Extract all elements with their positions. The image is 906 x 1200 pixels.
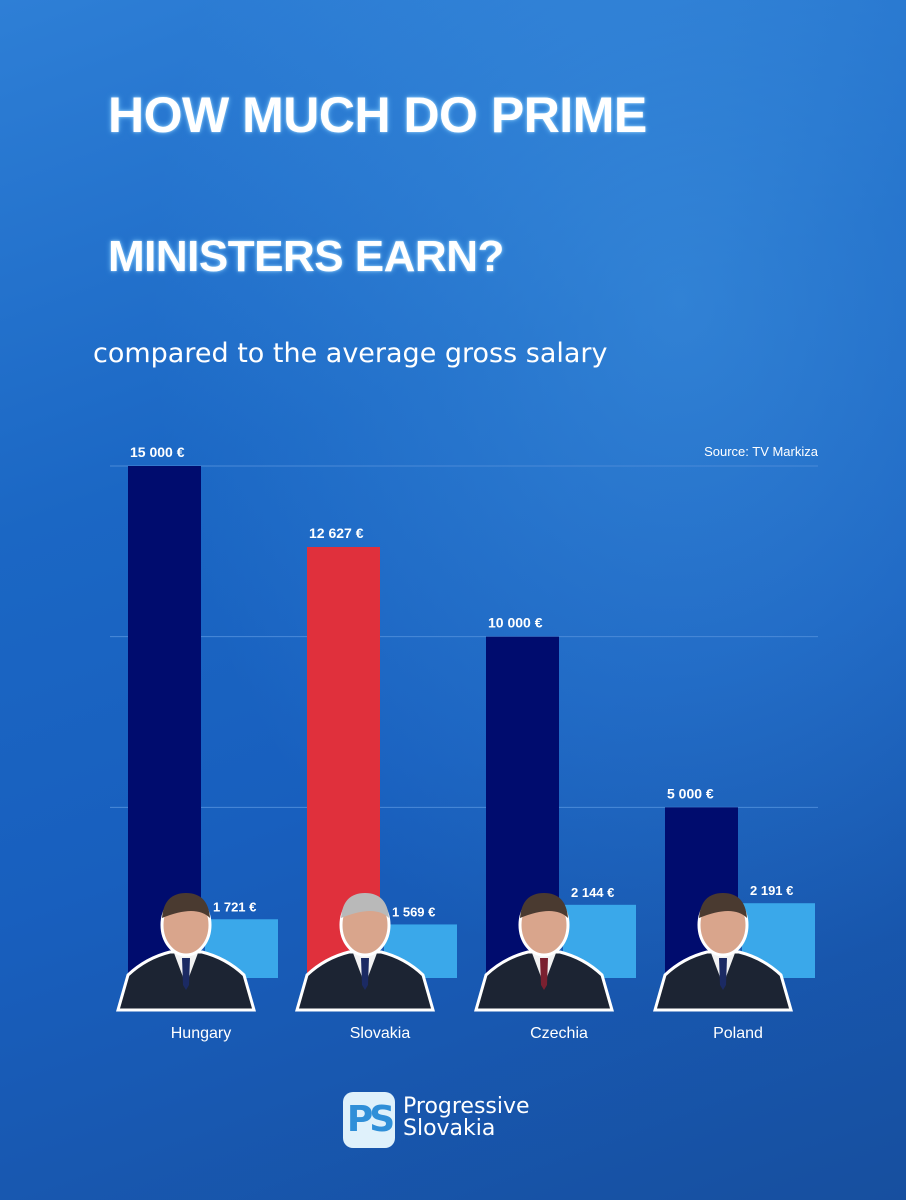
portrait-tie xyxy=(719,958,727,990)
average-salary-label: 1 569 € xyxy=(392,904,435,919)
gridlines xyxy=(110,465,818,808)
page-title-line-2: MINISTERS EARN? xyxy=(108,232,504,281)
portraits xyxy=(116,893,793,1012)
portrait-tie xyxy=(182,958,190,990)
pm-salary-label: 10 000 € xyxy=(488,615,543,631)
pm-salary-bar xyxy=(128,466,201,978)
pm-salary-label: 5 000 € xyxy=(667,785,714,801)
category-label: Czechia xyxy=(530,1025,588,1042)
labels: 15 000 € 1 721 € Hungary 12 627 € 1 569 € Slo… xyxy=(130,444,793,1042)
portrait-hair xyxy=(341,893,389,918)
person-icon xyxy=(116,893,256,1012)
portrait-tie xyxy=(361,958,369,990)
category-label: Hungary xyxy=(171,1025,231,1042)
person-icon xyxy=(295,893,435,1012)
progressive-slovakia-logo: PS Progressive Slovakia xyxy=(343,1090,603,1154)
page-subtitle: compared to the average gross salary xyxy=(93,338,608,369)
category-label: Slovakia xyxy=(350,1025,411,1042)
category-label: Poland xyxy=(713,1025,763,1042)
logo-text: Progressive Slovakia xyxy=(403,1096,530,1140)
portrait-tie xyxy=(540,958,548,990)
logo-text-line-1: Progressive xyxy=(403,1094,530,1119)
ps-logo-icon: PS xyxy=(343,1092,395,1148)
person-icon xyxy=(653,893,793,1012)
logo-text-line-2: Slovakia xyxy=(403,1116,496,1141)
pm-salary-label: 15 000 € xyxy=(130,444,185,460)
portrait-hair xyxy=(162,893,210,918)
average-salary-label: 2 144 € xyxy=(571,885,614,900)
person-icon xyxy=(474,893,614,1012)
page-title: HOW MUCH DO PRIME xyxy=(108,87,647,143)
source-note: Source: TV Markiza xyxy=(704,444,818,459)
portrait-hair xyxy=(520,893,568,918)
portrait-hair xyxy=(699,893,747,918)
average-salary-label: 2 191 € xyxy=(750,883,793,898)
average-salary-label: 1 721 € xyxy=(213,899,256,914)
pm-salary-label: 12 627 € xyxy=(309,525,364,541)
